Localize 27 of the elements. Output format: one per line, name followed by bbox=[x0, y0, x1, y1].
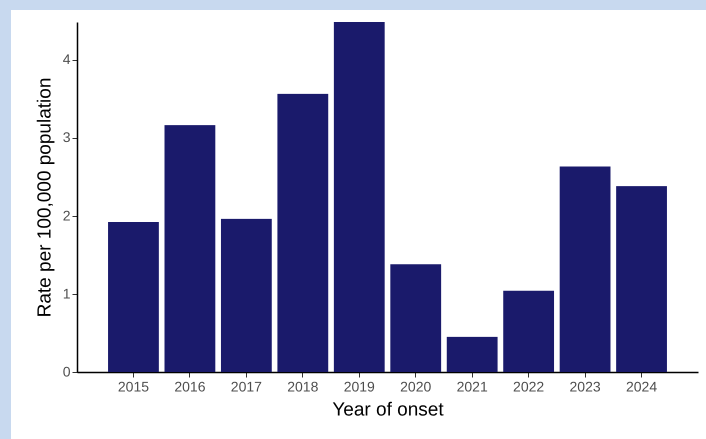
y-tick-label: 4 bbox=[62, 51, 71, 67]
x-tick-label: 2022 bbox=[513, 378, 544, 394]
bar bbox=[334, 22, 385, 372]
x-tick-label: 2020 bbox=[400, 378, 432, 394]
bar bbox=[616, 186, 667, 372]
y-tick-label: 3 bbox=[62, 129, 71, 146]
x-tick-label: 2015 bbox=[118, 378, 150, 394]
x-tick-label: 2016 bbox=[174, 378, 206, 394]
y-tick-label: 2 bbox=[62, 207, 71, 224]
bar bbox=[446, 336, 498, 372]
bar bbox=[560, 166, 610, 372]
x-tick-label: 2024 bbox=[626, 378, 658, 394]
y-axis-title: Rate per 100,000 population bbox=[34, 78, 56, 318]
y-tick-label: 0 bbox=[62, 364, 71, 380]
x-tick-label: 2018 bbox=[287, 378, 319, 394]
bar bbox=[164, 125, 216, 372]
x-axis-title: Year of onset bbox=[332, 400, 444, 420]
bar bbox=[390, 264, 442, 372]
x-tick-label: 2019 bbox=[344, 378, 376, 394]
x-tick-label: 2023 bbox=[570, 378, 601, 394]
x-tick-label: 2021 bbox=[456, 378, 488, 394]
bar bbox=[220, 218, 272, 372]
y-tick-label: 1 bbox=[62, 285, 71, 302]
bar bbox=[108, 222, 159, 372]
x-tick-label: 2017 bbox=[230, 378, 262, 394]
bar bbox=[503, 290, 554, 372]
bar bbox=[277, 94, 328, 372]
